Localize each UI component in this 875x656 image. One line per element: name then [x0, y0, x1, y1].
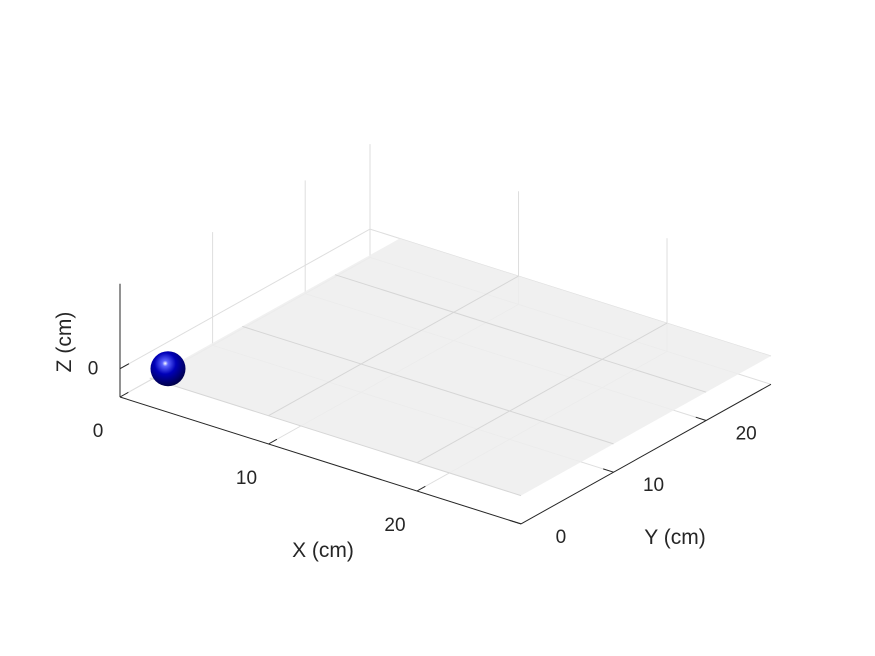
- z-axis-title: Z (cm): [53, 312, 76, 373]
- y-axis-line: [520, 383, 772, 525]
- sphere-marker-0: [150, 351, 186, 387]
- plane-grid-y-1: [242, 325, 614, 445]
- x-tick-0: [119, 391, 129, 398]
- grid-z-line-a-0: [119, 228, 371, 370]
- axes: [119, 283, 772, 525]
- y-tick-label-1: 10: [643, 475, 664, 496]
- plane-grid-y-0: [149, 377, 522, 497]
- plane-layer: [149, 238, 771, 497]
- plane-grid-y-2: [334, 274, 707, 393]
- plane-grid-x-1: [268, 275, 519, 417]
- y-axis-title: Y (cm): [644, 526, 705, 549]
- x-tick-1: [268, 438, 278, 445]
- x-tick-label-0: 0: [93, 421, 104, 442]
- y-tick-1: [603, 468, 614, 473]
- x-axis-title: X (cm): [292, 539, 354, 562]
- x-tick-label-1: 10: [236, 468, 257, 489]
- plane-grid-x-2: [416, 322, 668, 464]
- x-tick-2: [416, 485, 426, 492]
- x-tick-label-2: 20: [384, 515, 405, 536]
- y-tick-2: [695, 416, 707, 421]
- marker-layer: [150, 351, 186, 387]
- y-tick-0: [510, 520, 522, 525]
- y-tick-label-0: 0: [556, 527, 567, 548]
- labels: X (cm) Y (cm) Z (cm) 0 10 20 0 10 20 0: [53, 312, 757, 562]
- y-tick-label-2: 20: [736, 424, 757, 445]
- z-tick-label-0: 0: [88, 359, 99, 380]
- z-tick-0: [119, 363, 130, 370]
- x-axis-line: [119, 396, 522, 525]
- plane-surface: [149, 238, 771, 496]
